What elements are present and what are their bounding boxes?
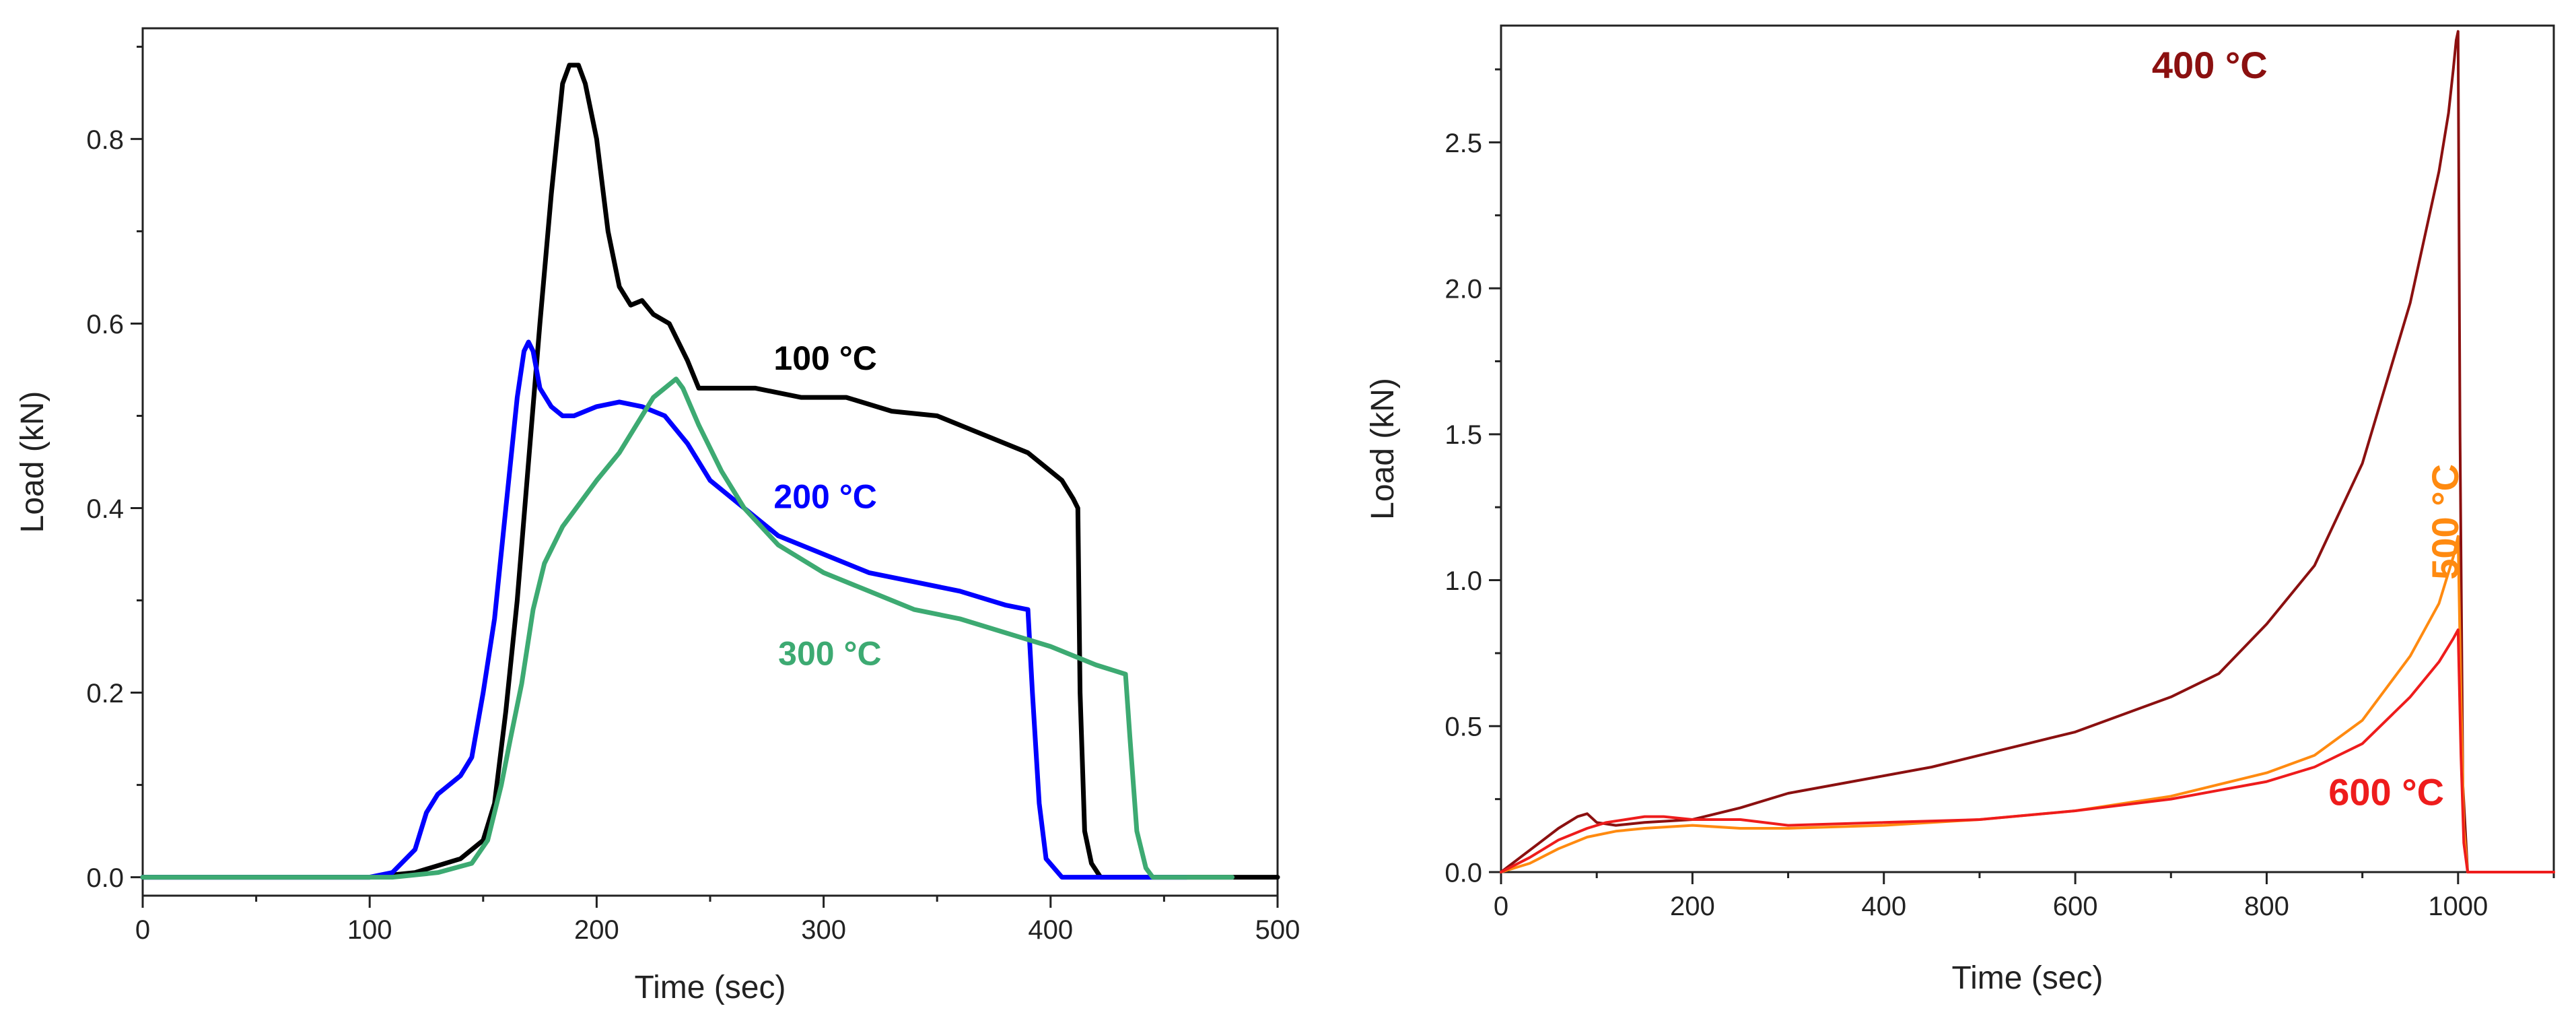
series-line-300c (140, 376, 1235, 880)
y-axis-label: Load (kN) (1365, 378, 1401, 520)
x-tick-label: 200 (1670, 892, 1715, 921)
series-line-100c (140, 63, 1280, 880)
y-tick-label: 2.5 (1444, 129, 1482, 158)
plot-frame (1500, 24, 2555, 873)
series-line-500c (1500, 535, 2555, 873)
y-tick-label: 0.2 (86, 679, 124, 708)
x-tick-label: 600 (2053, 892, 2098, 921)
y-tick-label: 0.8 (86, 125, 124, 155)
series-label-500c: 500 °C (2424, 464, 2466, 580)
y-tick-label: 0.6 (86, 310, 124, 339)
x-tick-label: 1000 (2428, 892, 2488, 921)
x-axis-label: Time (sec) (1952, 960, 2103, 996)
y-tick-label: 2.0 (1444, 275, 1482, 304)
series-line-400c (1500, 30, 2555, 873)
x-tick-label: 100 (347, 915, 392, 945)
plot-frame (141, 27, 1279, 897)
x-tick-label: 200 (574, 915, 619, 945)
x-tick-label: 0 (135, 915, 150, 945)
series-label-300c: 300 °C (778, 634, 881, 672)
series-label-400c: 400 °C (2152, 44, 2268, 86)
chart-right: 0 200 400 600 800 1000 0.0 0.5 1.0 1.5 2.0 2.5 Time … (1365, 24, 2555, 996)
y-axis-label: Load (kN) (15, 391, 50, 533)
series-line-600c (1500, 628, 2555, 873)
x-tick-label: 300 (801, 915, 846, 945)
y-tick-label: 1.0 (1444, 566, 1482, 596)
y-tick-label: 0.4 (86, 494, 124, 524)
series-line-200c (140, 339, 1189, 880)
y-tick-label: 0.5 (1444, 712, 1482, 742)
x-tick-label: 500 (1255, 915, 1300, 945)
x-tick-label: 400 (1861, 892, 1906, 921)
y-tick-label: 1.5 (1444, 420, 1482, 450)
x-tick-label: 800 (2244, 892, 2289, 921)
y-tick-label: 0.0 (1444, 858, 1482, 888)
x-tick-label: 400 (1028, 915, 1073, 945)
series-label-200c: 200 °C (773, 478, 876, 516)
x-tick-label: 0 (1494, 892, 1508, 921)
y-tick-label: 0.0 (86, 863, 124, 893)
x-axis-label: Time (sec) (635, 970, 786, 1005)
chart-left: 0 100 200 300 400 500 0.0 0.2 0.4 0.6 0.8 Time (sec… (15, 27, 1300, 1005)
series-label-600c: 600 °C (2328, 770, 2444, 813)
series-label-100c: 100 °C (773, 339, 876, 377)
